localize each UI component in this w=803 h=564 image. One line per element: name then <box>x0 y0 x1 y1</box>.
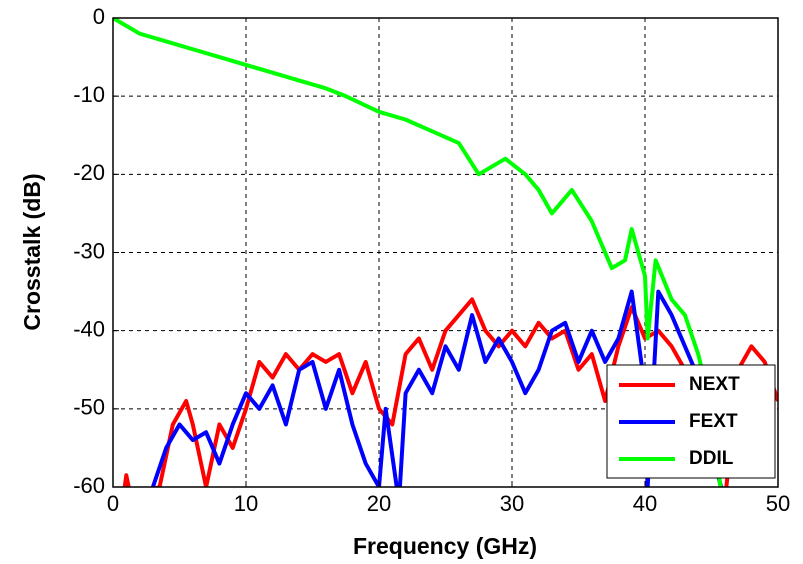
y-tick-label: 0 <box>93 4 105 29</box>
series-line <box>151 289 724 487</box>
x-tick-label: 40 <box>633 491 657 516</box>
x-tick-label: 10 <box>234 491 258 516</box>
x-tick-label: 0 <box>107 491 119 516</box>
x-tick-label: 30 <box>500 491 524 516</box>
y-tick-label: -50 <box>73 395 105 420</box>
y-axis-label: Crosstalk (dB) <box>19 173 45 330</box>
y-tick-label: -20 <box>73 160 105 185</box>
x-tick-label: 20 <box>367 491 391 516</box>
legend-label: DDIL <box>689 448 734 469</box>
series-line <box>113 18 723 487</box>
x-axis-label: Frequency (GHz) <box>353 533 537 559</box>
y-tick-label: -30 <box>73 238 105 263</box>
y-tick-label: -10 <box>73 82 105 107</box>
series-line <box>122 297 778 487</box>
legend-label: FEXT <box>689 411 738 432</box>
y-tick-label: -60 <box>73 473 105 498</box>
legend-label: NEXT <box>689 374 740 395</box>
y-tick-label: -40 <box>73 316 105 341</box>
x-tick-label: 50 <box>766 491 790 516</box>
